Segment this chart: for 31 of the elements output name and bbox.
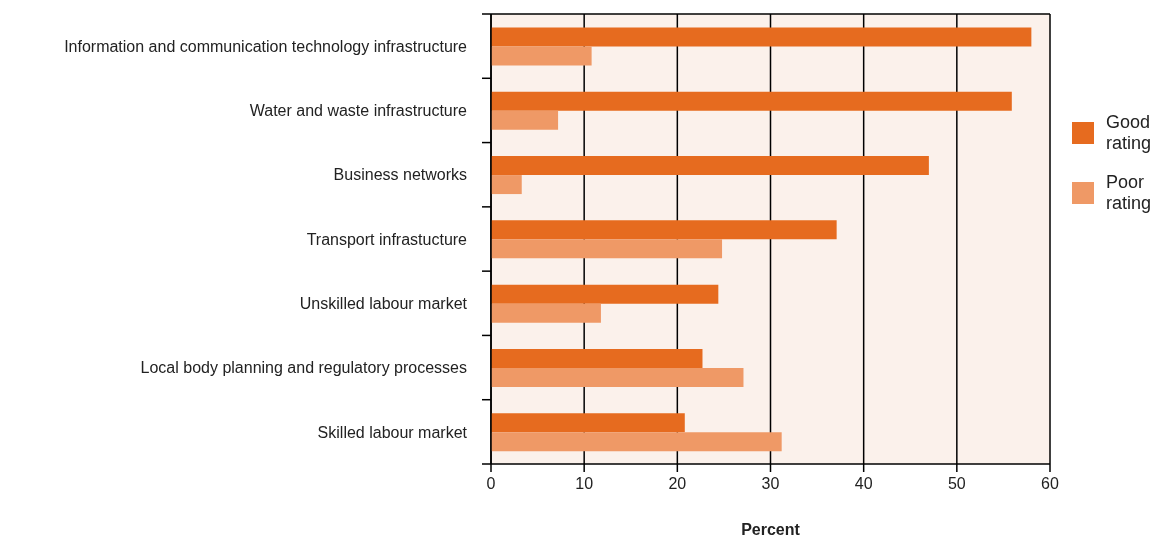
bar	[491, 27, 1032, 47]
x-tick-label: 30	[761, 475, 780, 493]
y-tick-label: Local body planning and regulatory processes	[140, 359, 467, 377]
x-tick-label: 10	[575, 475, 594, 493]
bar	[491, 413, 685, 433]
x-tick-label: 0	[486, 475, 496, 493]
bar	[491, 239, 723, 259]
y-tick-label: Unskilled labour market	[299, 294, 468, 312]
x-tick-label: 60	[1041, 475, 1059, 493]
y-tick-label: Water and waste infrastructure	[249, 102, 468, 120]
bar	[491, 432, 782, 452]
y-tick-label: Transport infrastucture	[306, 230, 468, 248]
x-tick-label: 50	[947, 475, 966, 493]
bar	[491, 110, 559, 130]
y-tick-label: Skilled labour market	[317, 423, 468, 441]
x-tick-label: 40	[854, 475, 873, 493]
x-tick-label: 20	[668, 475, 687, 493]
bar	[491, 91, 1012, 111]
bar	[491, 348, 703, 368]
bar	[491, 156, 929, 176]
bar	[491, 284, 719, 304]
legend-label: Poor rating	[1106, 172, 1153, 214]
bar	[491, 220, 837, 240]
y-tick-label: Business networks	[333, 166, 467, 184]
x-axis-title: Percent	[741, 521, 801, 538]
bar	[491, 303, 601, 323]
legend-label: Good rating	[1106, 112, 1153, 154]
bar	[491, 367, 744, 387]
bar	[491, 46, 592, 66]
bar	[491, 175, 522, 195]
y-tick-label: Information and communication technology infrastructure	[64, 37, 468, 55]
